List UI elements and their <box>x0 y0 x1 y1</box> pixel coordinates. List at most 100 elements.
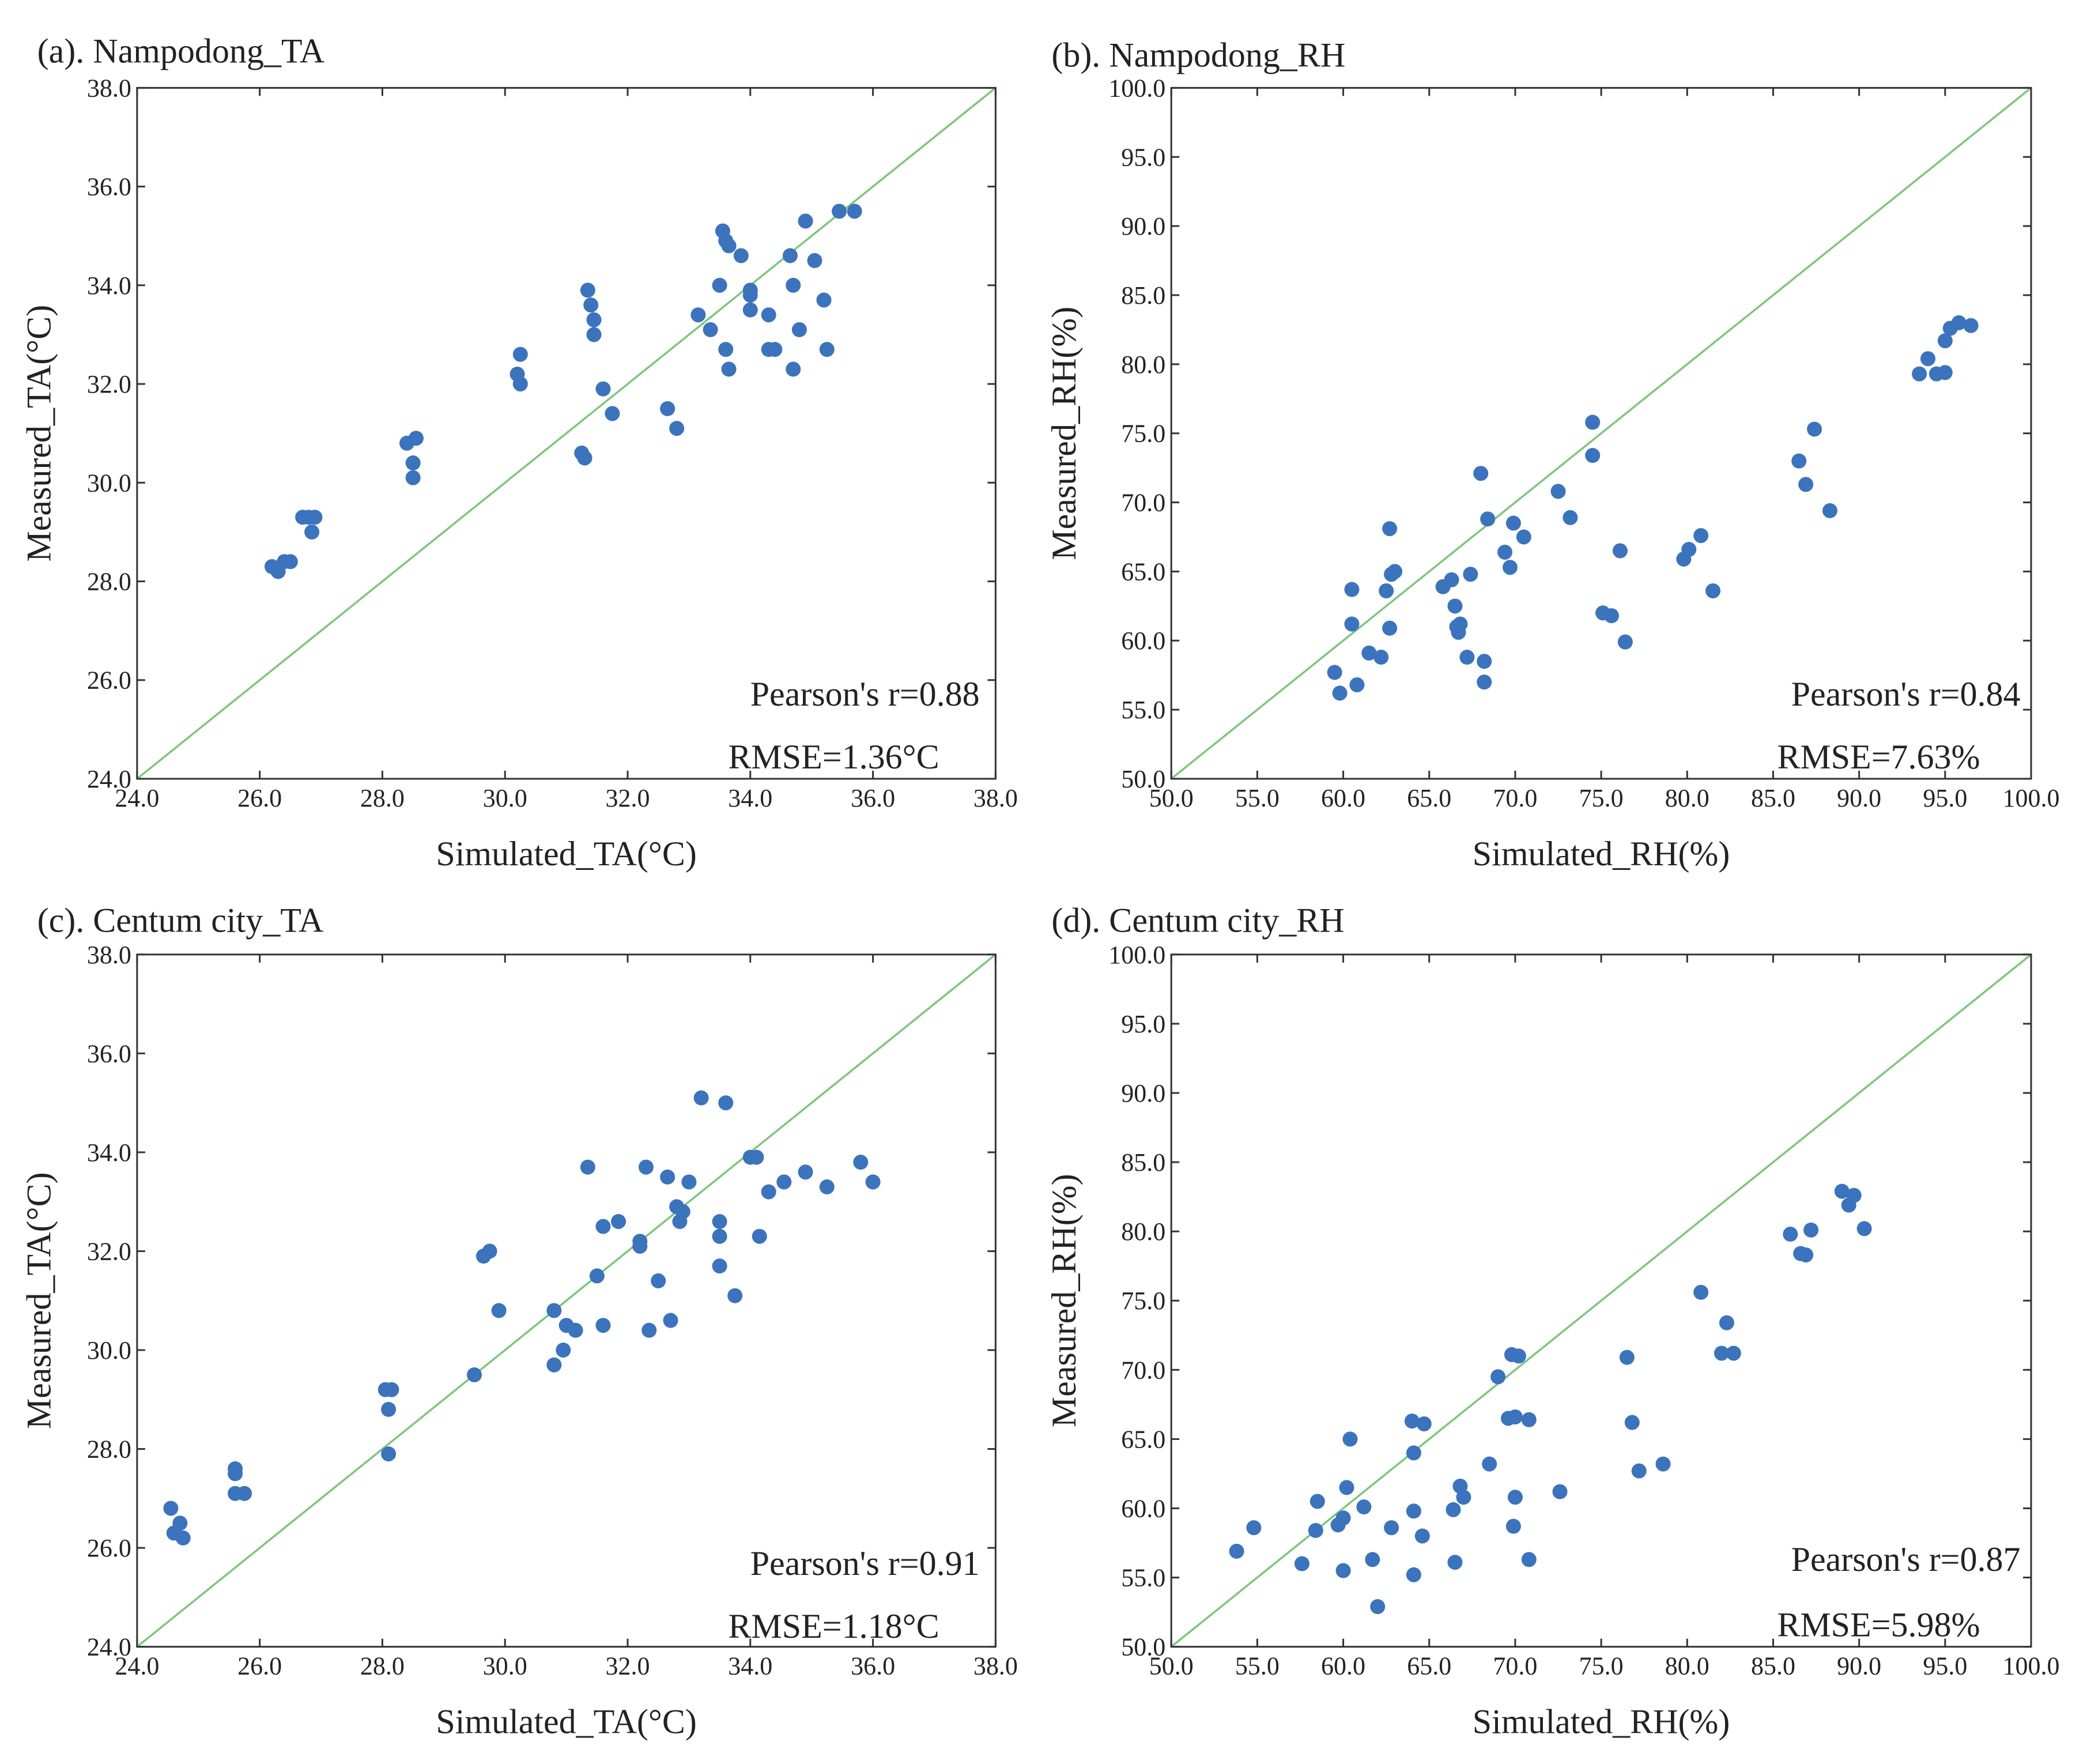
data-point <box>405 470 421 485</box>
data-point <box>782 248 798 263</box>
x-tick-label: 90.0 <box>1837 784 1881 812</box>
x-tick-label: 100.0 <box>2003 1652 2060 1680</box>
data-point <box>405 455 421 471</box>
one-to-one-line <box>136 953 997 1648</box>
data-point <box>641 1322 657 1338</box>
data-point <box>847 203 862 219</box>
y-tick-label: 26.0 <box>87 1534 131 1562</box>
data-point <box>712 277 727 293</box>
data-point <box>175 1530 191 1546</box>
data-point <box>1507 1409 1523 1424</box>
one-to-one-line <box>136 87 997 780</box>
data-point <box>1339 1480 1354 1495</box>
data-point <box>786 361 801 377</box>
data-point <box>1846 1188 1862 1203</box>
data-point <box>1309 1494 1325 1509</box>
y-tick-label: 95.0 <box>1121 143 1165 171</box>
data-point <box>1963 318 1979 333</box>
data-point <box>605 406 620 421</box>
x-tick-label: 85.0 <box>1751 1652 1795 1680</box>
x-tick-label: 95.0 <box>1923 784 1967 812</box>
data-point <box>1912 366 1927 382</box>
data-point <box>733 248 749 263</box>
data-point <box>1294 1556 1309 1571</box>
x-tick-label: 28.0 <box>360 1652 405 1680</box>
y-tick-label: 65.0 <box>1121 557 1165 586</box>
data-point <box>816 292 832 308</box>
x-tick-label: 70.0 <box>1493 1652 1537 1680</box>
data-point <box>1446 1502 1461 1517</box>
panel-b-nampodong-rh: 50.050.0 55.0 55.0 60.0 60.0 65.0 65.0 70.0 70.0… <box>1045 36 2060 873</box>
data-point <box>1379 583 1394 598</box>
data-point <box>580 282 595 298</box>
data-point <box>1585 448 1601 463</box>
data-point <box>1505 1518 1521 1534</box>
data-point <box>721 238 737 254</box>
data-point <box>1456 1490 1471 1505</box>
data-point <box>595 381 611 397</box>
data-point <box>611 1213 627 1229</box>
x-tick-label: 65.0 <box>1407 784 1451 812</box>
y-tick-label: 55.0 <box>1121 696 1165 724</box>
data-point <box>1693 528 1709 544</box>
pearson-r-annotation: Pearson's r=0.87 <box>1791 1540 2021 1578</box>
data-point <box>512 376 528 392</box>
data-point <box>1490 1369 1506 1385</box>
data-point <box>1502 560 1518 575</box>
data-point <box>718 1095 734 1111</box>
x-axis-label: Simulated_RH(%) <box>1473 835 1730 873</box>
panel-d-centum-city-rh: 50.050.0 55.0 55.0 60.0 60.0 65.0 65.0 70.0 70.0… <box>1045 902 2060 1741</box>
data-point <box>660 1169 675 1185</box>
x-tick-label: 70.0 <box>1493 784 1537 812</box>
data-point <box>1612 543 1628 559</box>
data-point <box>712 1228 727 1244</box>
data-point <box>681 1174 697 1190</box>
y-tick-label: 50.0 <box>1121 1633 1165 1661</box>
one-to-one-line <box>1171 87 2032 780</box>
data-point <box>752 1228 767 1244</box>
data-point <box>568 1322 583 1338</box>
data-point <box>712 1258 727 1274</box>
data-point <box>304 524 320 540</box>
data-point <box>742 302 758 318</box>
y-axis-label: Measured_TA(°C) <box>20 1172 58 1429</box>
data-point <box>1480 511 1496 527</box>
x-tick-label: 75.0 <box>1579 784 1624 812</box>
data-point <box>1617 634 1633 650</box>
x-tick-label: 80.0 <box>1665 1652 1709 1680</box>
y-tick-label: 60.0 <box>1121 627 1165 655</box>
panel-title: (c). Centum city_TA <box>37 902 324 940</box>
data-point <box>1404 1414 1420 1429</box>
data-point <box>1335 1510 1351 1526</box>
x-tick-label: 26.0 <box>237 784 282 812</box>
y-tick-label: 65.0 <box>1121 1425 1165 1453</box>
data-point <box>663 1313 678 1328</box>
data-point <box>1384 1520 1399 1536</box>
data-point <box>1344 616 1360 632</box>
x-axis-label: Simulated_TA(°C) <box>436 835 696 873</box>
x-tick-label: 34.0 <box>728 1652 772 1680</box>
y-tick-label: 32.0 <box>87 1237 131 1265</box>
data-point <box>1807 421 1822 437</box>
data-point <box>1719 1315 1734 1330</box>
y-tick-label: 26.0 <box>87 666 131 695</box>
data-point <box>1332 685 1348 701</box>
plot-frame <box>136 953 997 1648</box>
y-tick-label: 55.0 <box>1121 1564 1165 1592</box>
data-point <box>1552 1484 1568 1499</box>
y-tick-label: 34.0 <box>87 1139 131 1167</box>
data-point <box>1335 1563 1351 1578</box>
data-point <box>1327 665 1342 680</box>
data-point <box>595 1318 611 1333</box>
x-tick-label: 50.0 <box>1149 784 1194 812</box>
x-tick-label: 28.0 <box>360 784 405 812</box>
data-point <box>512 346 528 362</box>
y-tick-label: 36.0 <box>87 173 131 201</box>
y-tick-label: 24.0 <box>87 1633 131 1661</box>
data-point <box>807 253 822 269</box>
data-point <box>580 1159 595 1175</box>
data-point <box>408 431 424 446</box>
data-point <box>1822 503 1837 518</box>
data-point <box>1798 477 1814 492</box>
